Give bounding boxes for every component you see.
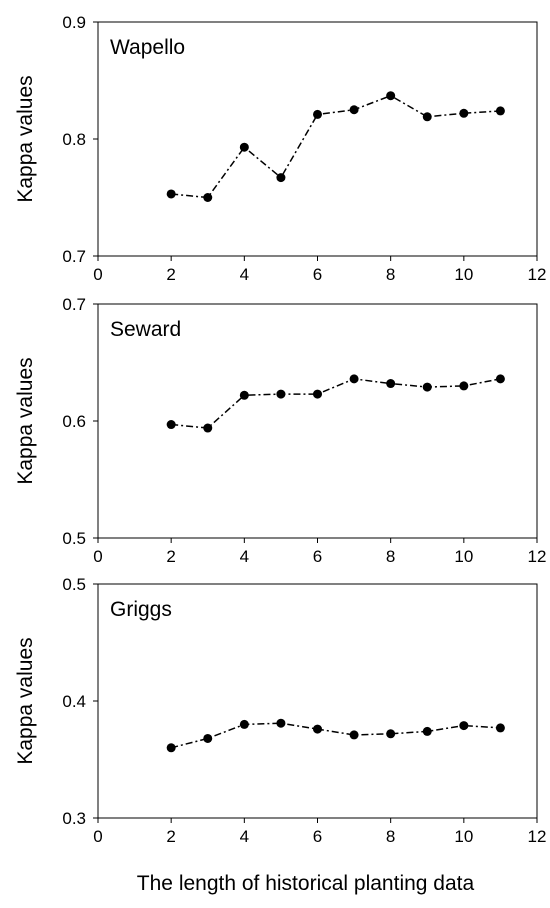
x-tick-label: 4 bbox=[240, 827, 249, 846]
x-tick-label: 4 bbox=[240, 265, 249, 284]
data-point bbox=[386, 729, 396, 739]
data-point bbox=[349, 105, 359, 115]
x-tick-label: 6 bbox=[313, 547, 322, 566]
data-point bbox=[203, 733, 213, 743]
data-point bbox=[166, 189, 176, 199]
x-tick-label: 8 bbox=[386, 827, 395, 846]
series-line bbox=[171, 378, 501, 429]
y-tick-label: 0.8 bbox=[62, 130, 86, 149]
data-point bbox=[166, 420, 176, 430]
x-tick-label: 10 bbox=[454, 547, 473, 566]
y-tick-label: 0.4 bbox=[62, 692, 86, 711]
data-point bbox=[239, 390, 249, 400]
data-point bbox=[276, 389, 286, 399]
data-point bbox=[203, 423, 213, 433]
data-point bbox=[422, 112, 432, 122]
y-tick-label: 0.3 bbox=[62, 809, 86, 828]
data-point bbox=[239, 142, 249, 152]
x-tick-label: 8 bbox=[386, 547, 395, 566]
x-tick-label: 0 bbox=[93, 827, 102, 846]
x-tick-label: 6 bbox=[313, 827, 322, 846]
y-axis-label: Kappa values bbox=[14, 75, 37, 202]
data-point bbox=[349, 730, 359, 740]
x-tick-label: 12 bbox=[528, 265, 547, 284]
data-point bbox=[166, 743, 176, 753]
data-point bbox=[203, 193, 213, 202]
data-point bbox=[459, 721, 469, 731]
chart-panel-1: 0 2 4 6 8 10 12 0.5 0.6 0.7 Kappa values Seward bbox=[14, 295, 546, 566]
chart-panel-0: 0 2 4 6 8 10 12 0.7 0.8 0.9 Kappa values Wapello bbox=[14, 13, 546, 284]
x-tick-label: 12 bbox=[528, 827, 547, 846]
x-tick-label: 0 bbox=[93, 265, 102, 284]
data-point bbox=[386, 91, 396, 101]
x-tick-label: 2 bbox=[166, 547, 175, 566]
data-point bbox=[495, 723, 505, 733]
x-tick-label: 4 bbox=[240, 547, 249, 566]
data-point bbox=[349, 374, 359, 384]
x-tick-label: 2 bbox=[166, 827, 175, 846]
data-point bbox=[313, 389, 322, 399]
data-point bbox=[495, 106, 505, 116]
data-point bbox=[386, 379, 396, 389]
y-tick-label: 0.7 bbox=[62, 295, 86, 314]
x-tick-label: 12 bbox=[528, 547, 547, 566]
data-point bbox=[459, 108, 469, 118]
panel-label: Griggs bbox=[110, 598, 172, 621]
data-point bbox=[422, 726, 432, 736]
y-axis-label: Kappa values bbox=[14, 637, 37, 764]
x-tick-label: 8 bbox=[386, 265, 395, 284]
data-point bbox=[495, 374, 505, 384]
x-tick-label: 0 bbox=[93, 547, 102, 566]
data-point bbox=[276, 718, 286, 728]
y-tick-label: 0.5 bbox=[62, 529, 86, 548]
chart-panel-2: 0 2 4 6 8 10 12 0.3 0.4 0.5 Kappa values Griggs The … bbox=[14, 575, 546, 895]
panel-label: Wapello bbox=[110, 36, 185, 59]
data-point bbox=[239, 719, 249, 729]
data-point bbox=[422, 382, 432, 392]
x-tick-label: 10 bbox=[454, 265, 473, 284]
series-line bbox=[171, 94, 501, 199]
data-point bbox=[276, 173, 286, 183]
x-tick-label: 10 bbox=[454, 827, 473, 846]
data-point bbox=[313, 109, 322, 119]
y-tick-label: 0.9 bbox=[62, 13, 86, 32]
panel-label: Seward bbox=[110, 318, 181, 341]
data-point bbox=[313, 724, 322, 734]
x-axis-label: The length of historical planting data bbox=[137, 872, 475, 895]
y-axis-label: Kappa values bbox=[14, 357, 37, 484]
y-tick-label: 0.7 bbox=[62, 247, 86, 266]
x-tick-label: 6 bbox=[313, 265, 322, 284]
y-tick-label: 0.6 bbox=[62, 412, 86, 431]
y-tick-label: 0.5 bbox=[62, 575, 86, 594]
series-line bbox=[170, 722, 501, 749]
x-tick-label: 2 bbox=[166, 265, 175, 284]
data-point bbox=[459, 381, 469, 391]
